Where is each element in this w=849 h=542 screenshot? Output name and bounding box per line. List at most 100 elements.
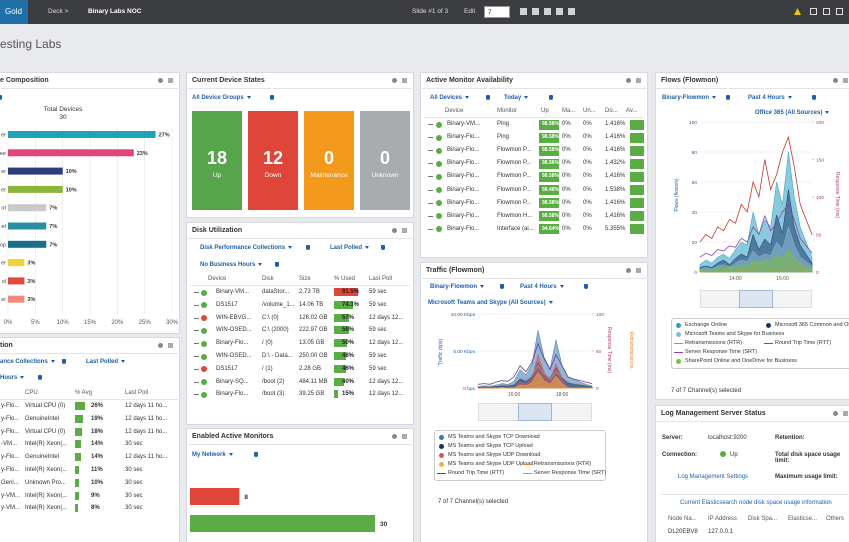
cell: 1.416% — [605, 134, 626, 141]
availability-bar — [630, 132, 644, 143]
last-poll: 12 days 12... — [369, 340, 404, 347]
settings-icon — [392, 78, 397, 83]
legend-line — [437, 473, 446, 475]
disk-size: 2.73 TB — [299, 289, 320, 295]
nav-button[interactable] — [520, 8, 527, 15]
disk-name: dataStor... — [262, 289, 290, 295]
used-label: 74.1% — [342, 301, 360, 308]
cell: 1.416% — [605, 121, 626, 127]
channel-selector[interactable]: 7 of 7 Channel(s) selected — [671, 388, 742, 394]
status-dot — [436, 134, 442, 141]
tile-label: Down — [264, 172, 282, 179]
channel-selector[interactable]: 7 of 7 Channel(s) selected — [438, 499, 509, 505]
legend-swatch — [676, 323, 681, 328]
last-poll: 59 sec — [369, 301, 387, 308]
nav-button[interactable] — [544, 8, 551, 15]
cpu-name: GenuineIntel — [25, 454, 60, 461]
tile-count: 12 — [262, 148, 284, 168]
cell: 98.58% — [542, 199, 559, 206]
status-tile[interactable] — [192, 111, 242, 210]
filter-dropdown[interactable]: Past 4 Hours — [520, 284, 564, 290]
status-tile[interactable] — [360, 111, 410, 210]
panel-title: Log Management Server Status — [661, 410, 766, 417]
nav-button[interactable] — [568, 8, 575, 15]
cell: Binary-Flo... — [447, 186, 480, 193]
slide-input[interactable]: 7 — [484, 6, 510, 18]
filter-dropdown[interactable]: Binary-Flowmon — [662, 95, 716, 101]
disk-name: /volume_1... — [262, 301, 295, 308]
toolbar-icon[interactable] — [810, 8, 817, 15]
legend-label: Server Response Time (SRT) — [685, 349, 758, 355]
panel-header-rule — [655, 88, 849, 89]
status-tile[interactable] — [304, 111, 354, 210]
row-dash — [428, 137, 433, 139]
cell: 0% — [562, 225, 571, 232]
menu-icon — [402, 434, 407, 439]
status-dot — [436, 226, 442, 233]
column-header: Monitor — [497, 108, 518, 114]
avg-label: 19% — [91, 415, 104, 422]
status-dot — [201, 379, 207, 386]
status-dot — [436, 160, 442, 167]
tile-label: Unknown — [371, 172, 399, 179]
menu-icon — [636, 78, 641, 83]
column-header: Last Poll — [125, 390, 149, 396]
panel-title: Flows (Flowmon) — [661, 77, 719, 84]
last-poll: 12 days 12... — [369, 378, 404, 385]
settings-link[interactable]: Log Management Settings — [678, 474, 749, 480]
chart-subtitle[interactable]: Office 365 (All Sources) — [755, 110, 829, 116]
breadcrumb[interactable]: Deck > — [48, 8, 69, 15]
up-cell — [539, 211, 559, 222]
status-tile[interactable] — [248, 111, 298, 210]
cell: 0% — [562, 212, 571, 219]
filter-dropdown[interactable]: Binary-Flowmon — [430, 284, 484, 290]
edit-button[interactable]: Edit — [464, 8, 476, 15]
legend-swatch — [439, 435, 444, 440]
section-title[interactable]: Current Elasticsearch node disk space us… — [680, 500, 832, 506]
settings-icon — [626, 268, 631, 273]
legend-label: Microsoft Teams and Skype for Business — [685, 331, 785, 337]
up-cell — [539, 132, 559, 143]
pin-icon — [549, 95, 553, 100]
device-name: Binary-Flo... — [216, 340, 249, 347]
filter-dropdown[interactable]: All Device Groups — [192, 95, 251, 101]
cpu-name: Virtual CPU (0) — [25, 428, 66, 435]
filter-dropdown[interactable]: Past 4 Hours — [748, 95, 792, 101]
avg-label: 14% — [91, 441, 104, 448]
filter-dropdown[interactable]: Last Polled — [330, 245, 369, 251]
chart-subtitle[interactable]: Microsoft Teams and Skype (All Sources) — [428, 300, 553, 306]
cell: 94.64% — [542, 225, 559, 232]
panel-title: Traffic (Flowmon) — [426, 267, 485, 274]
cell: Binary-Flo... — [447, 199, 480, 206]
row-dash — [194, 381, 199, 383]
nav-button[interactable] — [556, 8, 563, 15]
filter-dropdown[interactable]: Today — [504, 95, 528, 101]
avg-label: 9% — [91, 492, 100, 499]
filter-dropdown[interactable]: Disk Performance Collections — [200, 245, 292, 251]
legend-label: Server Response Time (SRT) — [534, 470, 607, 476]
nav-button[interactable] — [532, 8, 539, 15]
filter-dropdown[interactable]: All Devices — [430, 95, 469, 101]
filter-dropdown[interactable]: Hours — [0, 375, 24, 381]
toolbar-icon[interactable] — [836, 8, 843, 15]
filter-dropdown[interactable]: ance Collections — [0, 359, 55, 365]
panel — [186, 222, 414, 425]
filter-dropdown[interactable]: No Business Hours — [200, 262, 262, 268]
device-name: Geni... — [1, 479, 19, 486]
legend-label: Exchange Online — [685, 322, 727, 328]
used-label: 50% — [342, 340, 355, 347]
status-dot — [201, 289, 207, 296]
legend-label: MS Teams and Skype UDP Download — [448, 452, 541, 458]
availability-bar — [630, 198, 644, 209]
menu-icon — [636, 268, 641, 273]
last-poll: 59 sec — [369, 289, 387, 295]
toolbar-icon[interactable] — [823, 8, 830, 15]
cell: 0% — [562, 121, 571, 127]
filter-dropdown[interactable]: My Network — [192, 452, 233, 458]
cell: 0% — [562, 147, 571, 154]
pin-icon — [254, 452, 258, 457]
filter-dropdown[interactable]: Last Polled — [86, 359, 125, 365]
cell: 1.416% — [605, 212, 626, 219]
column-header: Device — [445, 108, 464, 114]
settings-icon — [158, 343, 163, 348]
